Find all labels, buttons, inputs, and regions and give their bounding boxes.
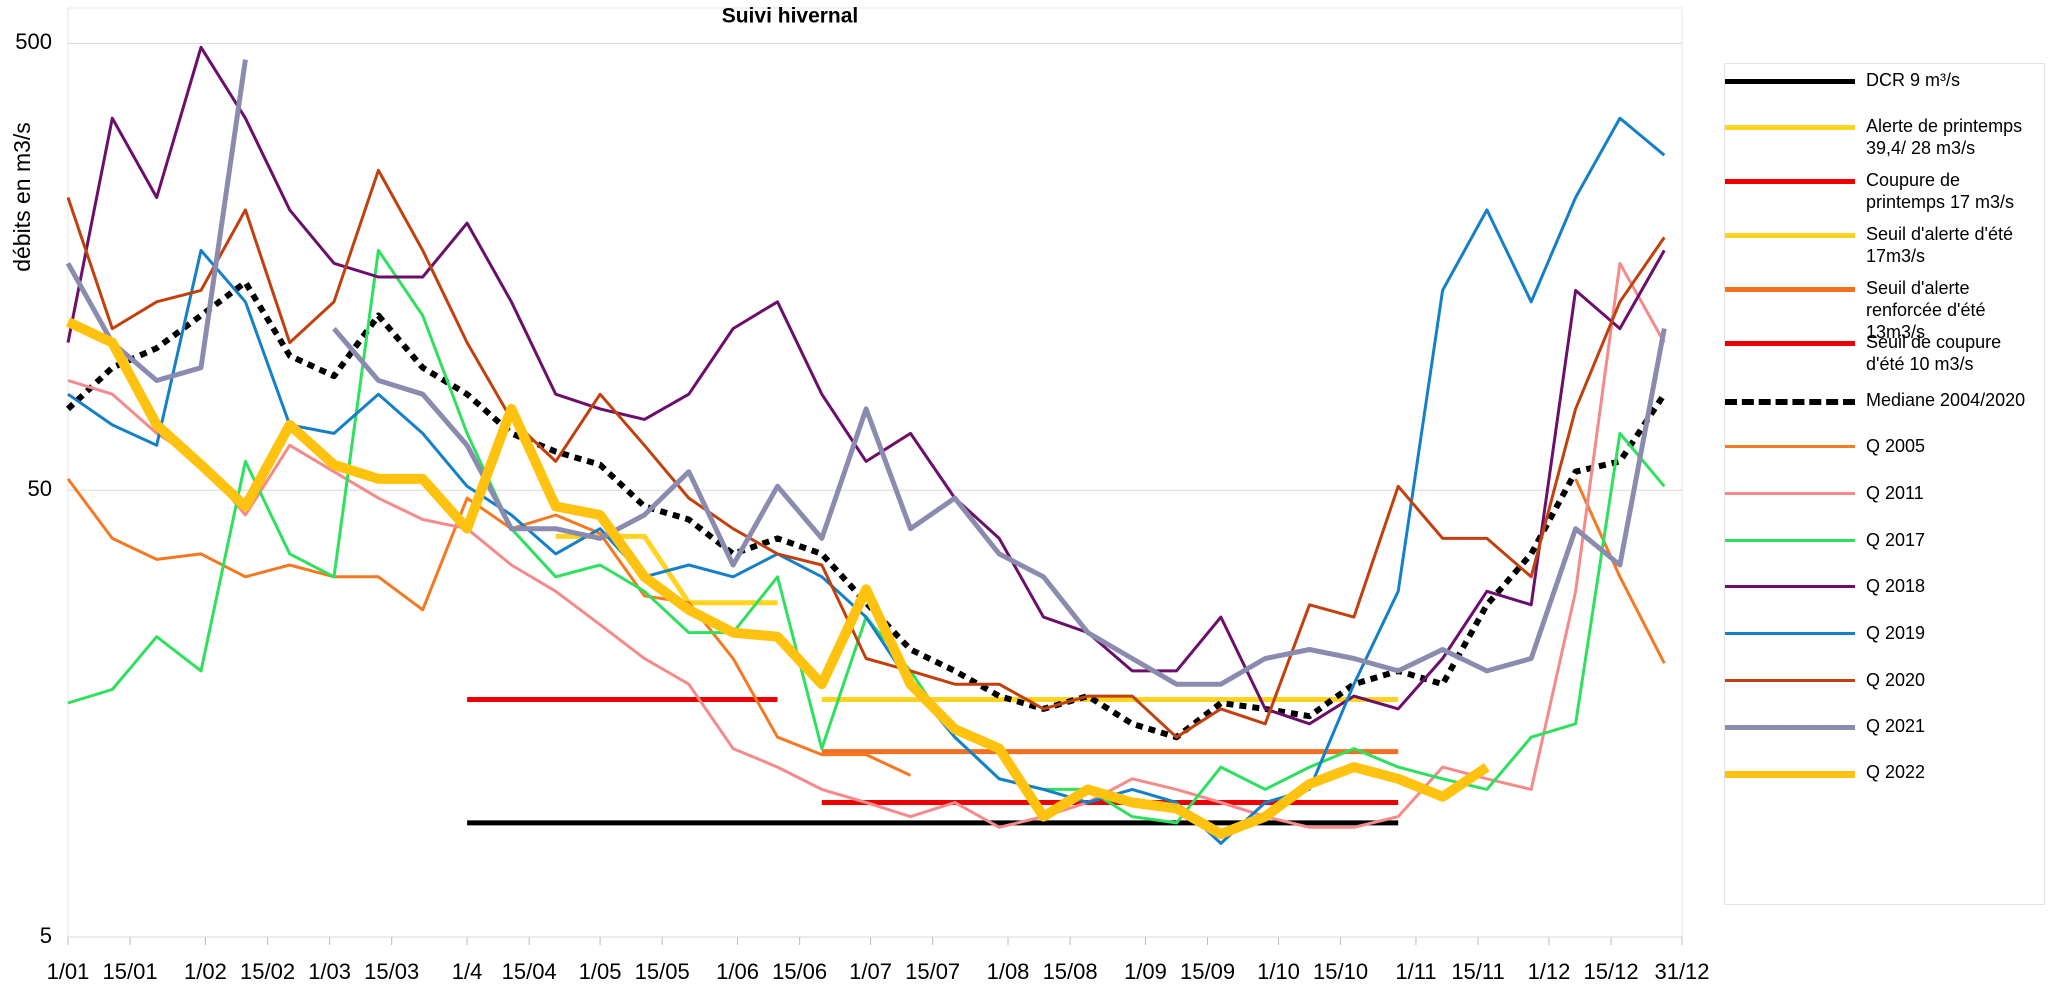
- legend-label: Q 2021: [1866, 716, 1926, 736]
- x-tick-label: 15/07: [905, 959, 960, 984]
- x-tick-label: 15/08: [1043, 959, 1098, 984]
- legend-item: DCR 9 m³/s: [1725, 69, 2045, 91]
- legend-swatch: [1725, 125, 1855, 130]
- legend-label: DCR 9 m³/s: [1866, 70, 1960, 90]
- x-tick-label: 1/03: [308, 959, 351, 984]
- x-tick-label: 15/04: [502, 959, 557, 984]
- y-axis-label: débits en m3/s: [9, 122, 35, 272]
- legend-item: Alerte de printemps 39,4/ 28 m3/s: [1725, 115, 2045, 159]
- series-line: [65, 317, 1490, 839]
- legend-label: Coupure de printemps 17 m3/s: [1866, 170, 2015, 212]
- series-line: [65, 59, 1667, 687]
- series-line: [67, 261, 1666, 829]
- legend-swatch: [1725, 632, 1855, 635]
- y-tick-label: 50: [28, 476, 52, 501]
- chart-title: Suivi hivernal: [722, 5, 859, 28]
- legend-label: Q 2017: [1866, 530, 1926, 550]
- series-line: [66, 168, 1666, 739]
- legend-item: Q 2017: [1725, 529, 2045, 551]
- x-tick-label: 1/09: [1124, 959, 1167, 984]
- legend-swatch: [1725, 492, 1855, 495]
- legend-label: Q 2018: [1866, 576, 1926, 596]
- legend-label: Seuil de coupure d'été 10 m3/s: [1866, 332, 2002, 374]
- legend-swatch: [1725, 341, 1855, 346]
- legend-label: Seuil d'alerte renforcée d'été 13m3/s: [1866, 278, 1986, 342]
- y-tick-label: 5: [40, 923, 52, 948]
- legend-swatch: [1725, 179, 1855, 184]
- legend-label: Alerte de printemps 39,4/ 28 m3/s: [1866, 116, 2023, 158]
- legend-label: Q 2005: [1866, 436, 1926, 456]
- legend-item: Seuil d'alerte d'été 17m3/s: [1725, 223, 2045, 267]
- x-tick-label: 15/11: [1451, 959, 1504, 984]
- legend-swatch: [1725, 585, 1855, 588]
- legend-swatch: [1725, 771, 1855, 778]
- legend-label: Q 2011: [1866, 483, 1924, 503]
- x-tick-label: 15/03: [364, 959, 419, 984]
- x-tick-label: 15/12: [1584, 959, 1639, 984]
- x-tick-label: 15/01: [103, 959, 158, 984]
- series-line: [67, 116, 1666, 845]
- legend-label: Q 2019: [1866, 623, 1926, 643]
- legend-item: Q 2022: [1725, 761, 2045, 783]
- x-tick-label: 1/07: [849, 959, 892, 984]
- series-line: [66, 45, 1666, 726]
- x-tick-label: 31/12: [1654, 959, 1709, 984]
- legend-item: Q 2019: [1725, 622, 2045, 644]
- legend-item: Q 2018: [1725, 575, 2045, 597]
- legend-swatch: [1725, 679, 1855, 682]
- legend: DCR 9 m³/s Alerte de printemps 39,4/ 28 m…: [1724, 63, 2045, 905]
- legend-label: Q 2022: [1866, 762, 1926, 782]
- legend-item: Q 2020: [1725, 669, 2045, 691]
- x-tick-label: 15/02: [240, 959, 295, 984]
- x-tick-label: 15/09: [1180, 959, 1235, 984]
- x-tick-label: 1/01: [47, 959, 90, 984]
- x-tick-label: 15/05: [635, 959, 690, 984]
- legend-item: Seuil d'alerte renforcée d'été 13m3/s: [1725, 277, 2045, 343]
- y-tick-label: 500: [15, 29, 52, 54]
- x-tick-label: 1/10: [1257, 959, 1300, 984]
- x-tick-label: 1/4: [452, 959, 483, 984]
- legend-swatch: [1725, 445, 1855, 448]
- legend-swatch: [1725, 399, 1855, 405]
- x-tick-label: 1/02: [184, 959, 227, 984]
- legend-label: Seuil d'alerte d'été 17m3/s: [1866, 224, 2013, 266]
- x-tick-label: 1/05: [579, 959, 622, 984]
- legend-item: Seuil de coupure d'été 10 m3/s: [1725, 331, 2045, 375]
- legend-item: Q 2011: [1725, 482, 2045, 504]
- legend-item: Q 2005: [1725, 435, 2045, 457]
- x-tick-label: 1/12: [1528, 959, 1571, 984]
- x-tick-label: 1/08: [987, 959, 1030, 984]
- legend-label: Q 2020: [1866, 670, 1926, 690]
- x-tick-label: 15/06: [772, 959, 827, 984]
- legend-swatch: [1725, 233, 1855, 238]
- series-line: [66, 478, 1666, 777]
- x-tick-label: 1/11: [1395, 959, 1436, 984]
- legend-item: Mediane 2004/2020: [1725, 389, 2045, 411]
- legend-item: Coupure de printemps 17 m3/s: [1725, 169, 2045, 213]
- legend-swatch: [1725, 539, 1855, 542]
- x-tick-label: 15/10: [1313, 959, 1368, 984]
- legend-swatch: [1725, 79, 1855, 84]
- legend-item: Q 2021: [1725, 715, 2045, 737]
- legend-label: Mediane 2004/2020: [1866, 390, 2026, 410]
- legend-swatch: [1725, 287, 1855, 292]
- legend-swatch: [1725, 725, 1855, 730]
- x-tick-label: 1/06: [716, 959, 759, 984]
